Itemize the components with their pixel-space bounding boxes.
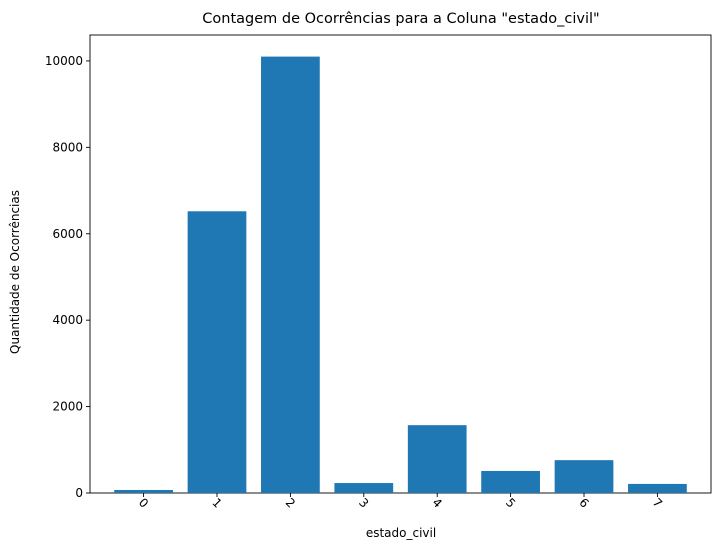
plot-frame — [89, 34, 712, 494]
x-tick-label: 7 — [650, 495, 665, 510]
x-tick-label: 3 — [356, 495, 371, 510]
x-axis-label: estado_civil — [366, 526, 436, 540]
bar-7 — [628, 483, 687, 493]
bar-0 — [114, 489, 173, 493]
bar-2 — [261, 56, 320, 494]
plot-area — [89, 34, 712, 494]
bar-3 — [334, 483, 394, 493]
chart-title: Contagem de Ocorrências para a Coluna "e… — [202, 11, 599, 27]
x-tick-label: 4 — [430, 495, 445, 510]
bar-6 — [554, 460, 614, 493]
bar-4 — [407, 425, 467, 493]
y-tick-label: 10000 — [45, 54, 83, 68]
y-tick-label: 6000 — [52, 227, 83, 241]
bars — [114, 56, 687, 494]
bar-5 — [481, 470, 540, 493]
y-tick-label: 4000 — [52, 313, 83, 327]
y-tick-label: 2000 — [52, 400, 83, 414]
x-tick-label: 5 — [503, 495, 518, 510]
bar-1 — [187, 211, 247, 493]
x-tick-label: 1 — [209, 495, 224, 510]
x-tick-label: 2 — [283, 495, 298, 510]
x-tick-label: 0 — [136, 495, 151, 510]
y-axis-label: Quantidade de Ocorrências — [8, 190, 22, 354]
x-axis-ticks: 0 1 2 3 4 5 6 7 — [136, 493, 665, 511]
y-tick-label: 8000 — [52, 140, 83, 154]
y-tick-label: 0 — [75, 486, 83, 500]
x-tick-label: 6 — [576, 495, 591, 510]
y-axis-ticks: 0 2000 4000 6000 8000 10000 — [45, 54, 90, 500]
